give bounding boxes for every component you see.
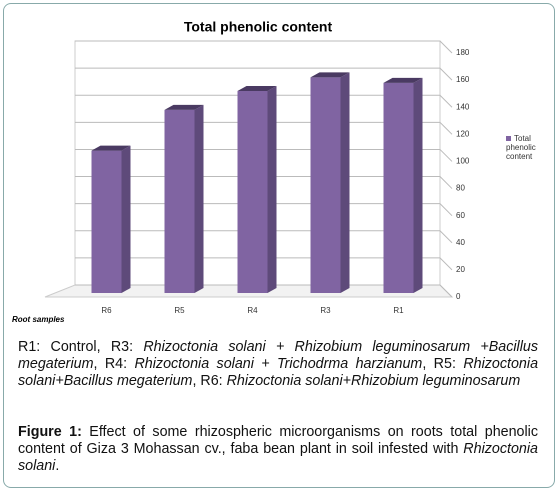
bar-side xyxy=(121,145,131,293)
y-tick-label: 60 xyxy=(456,211,465,220)
bar-side xyxy=(267,85,277,293)
bar-side xyxy=(340,72,350,294)
legend-note: R1: Control, R3: Rhizoctonia solani + Rh… xyxy=(18,339,538,390)
chart: Total phenolic content Root samples 0 20 4… xyxy=(12,19,470,324)
bar xyxy=(91,150,122,293)
legend: Total phenolic content xyxy=(506,134,554,161)
y-tick-label: 120 xyxy=(456,129,470,138)
chart-title: Total phenolic content xyxy=(184,19,333,35)
grid-line xyxy=(75,94,453,108)
note-text: , R4: xyxy=(93,356,135,372)
caption-text: . xyxy=(55,458,60,474)
caption-text: Effect of some rhizospheric microorganis… xyxy=(18,424,538,457)
caption-text: Rhizoctonia solani xyxy=(18,441,538,474)
x-tick-label: R1 xyxy=(393,306,404,315)
grid-line xyxy=(75,67,453,81)
bar-top xyxy=(383,77,423,83)
x-tick-label: R3 xyxy=(320,306,331,315)
legend-swatch xyxy=(506,136,511,142)
note-text: Rhizoctonia solani + Rhizobium leguminos… xyxy=(18,339,538,372)
y-tick-label: 80 xyxy=(456,184,465,193)
bar-top xyxy=(164,104,204,110)
x-tick-label: R5 xyxy=(174,306,185,315)
bar xyxy=(310,77,341,294)
grid-line xyxy=(75,40,453,54)
bar-top xyxy=(310,72,350,78)
bar-top xyxy=(237,85,277,91)
bar xyxy=(164,109,195,293)
note-text: R1: Control, R3: xyxy=(18,339,144,355)
x-tick-label: R4 xyxy=(247,306,258,315)
legend-label: Total phenolic content xyxy=(506,134,536,161)
bar xyxy=(383,82,414,293)
x-tick-label: R6 xyxy=(101,306,112,315)
note-text: , R5: xyxy=(422,356,464,372)
figure-frame xyxy=(3,3,555,488)
y-tick-label: 0 xyxy=(456,292,461,301)
bar xyxy=(237,90,268,293)
y-tick-label: 140 xyxy=(456,102,470,111)
y-tick-label: 160 xyxy=(456,75,470,84)
y-tick-label: 180 xyxy=(456,48,470,57)
x-axis-label: Root samples xyxy=(12,315,65,324)
bar-side xyxy=(194,104,204,293)
caption-label: Figure 1: xyxy=(18,424,82,440)
note-text: Rhizoctonia solani + Trichodrma harzianu… xyxy=(134,356,423,372)
note-text: , R6: xyxy=(192,373,227,389)
note-text: Rhizoctonia solani+Rhizobium leguminosar… xyxy=(226,373,521,389)
y-tick-label: 100 xyxy=(456,157,470,166)
y-tick-label: 40 xyxy=(456,238,465,247)
bar-side xyxy=(413,77,423,293)
figure-caption: Figure 1: Effect of some rhizospheric mi… xyxy=(18,424,538,475)
bar-top xyxy=(91,145,131,151)
y-tick-label: 20 xyxy=(456,265,465,274)
note-text: Rhizoctonia solani+Bacillus megaterium xyxy=(18,356,539,389)
